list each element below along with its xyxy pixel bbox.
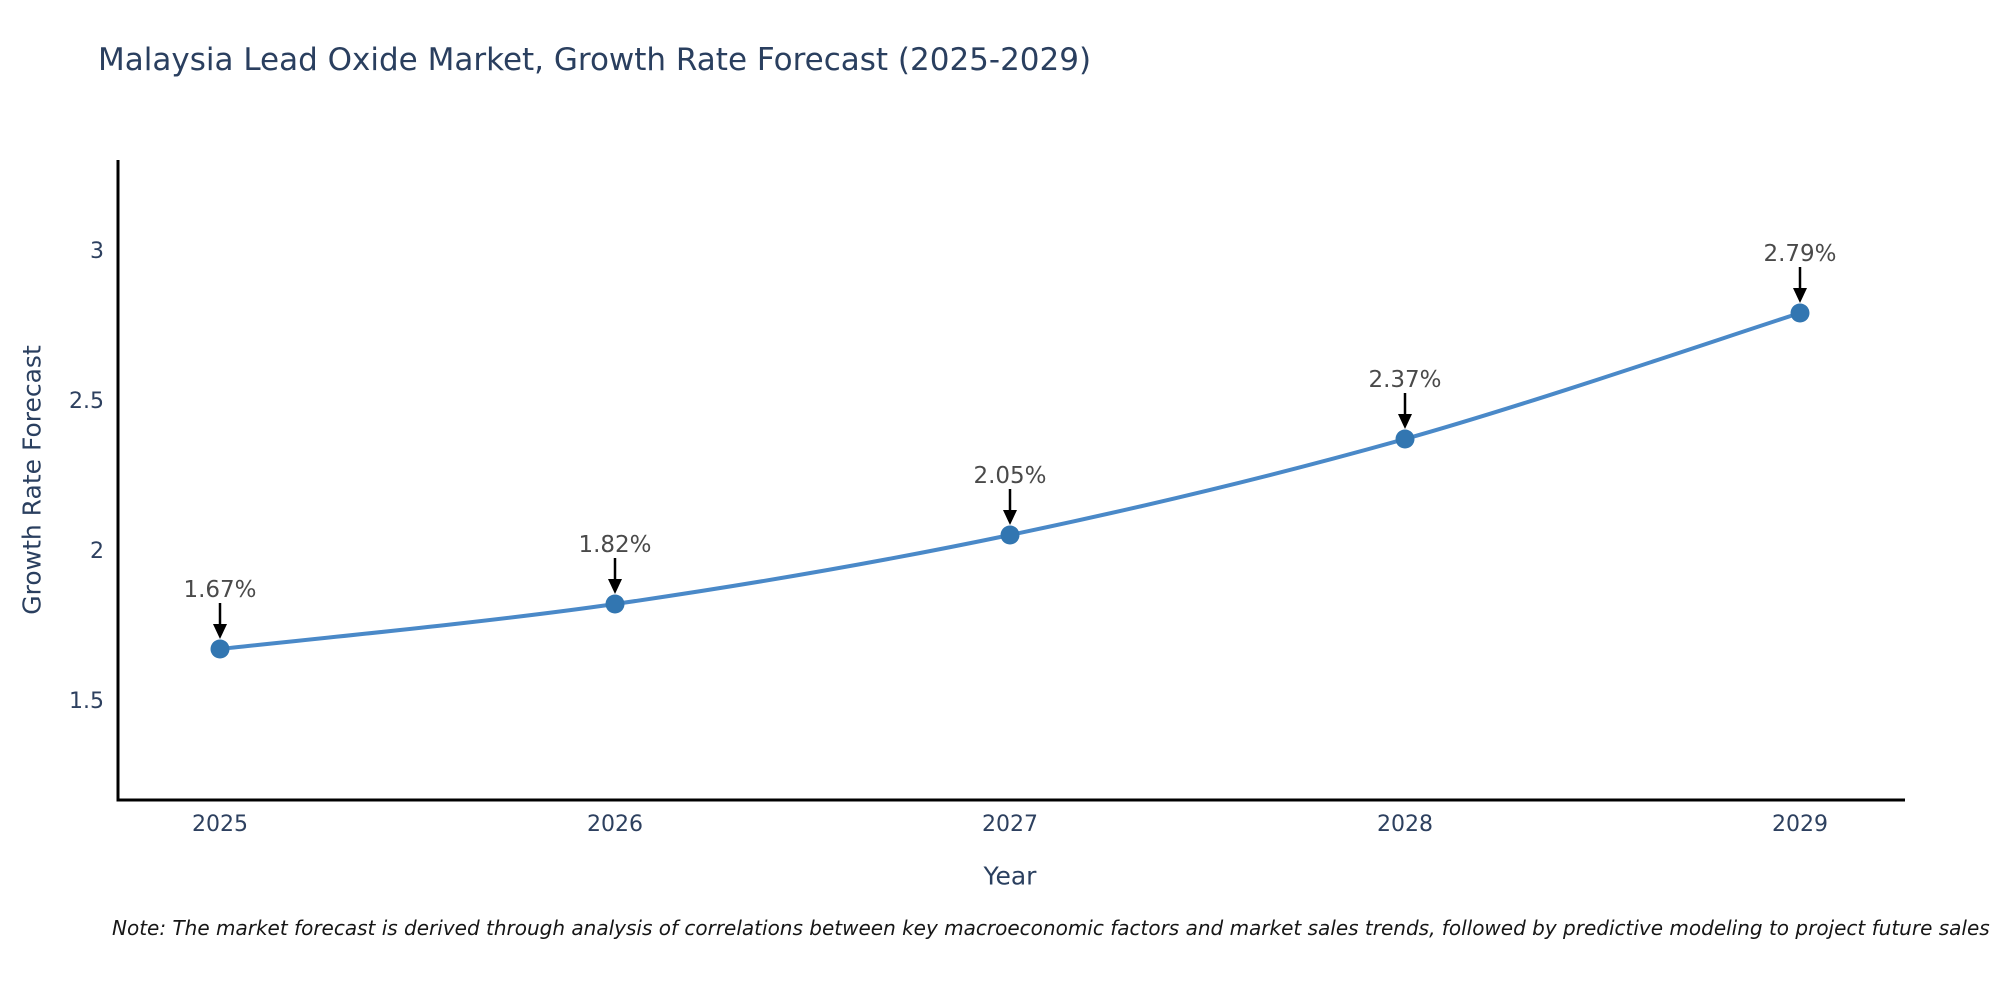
annotation-arrow-head [608,579,622,594]
point-annotation: 2.79% [1763,241,1836,267]
point-annotation: 1.82% [578,532,651,558]
annotation-arrow-head [1793,288,1807,303]
footnote: Note: The market forecast is derived thr… [112,916,1990,940]
point-annotation: 1.67% [183,577,256,603]
point-annotation: 2.37% [1368,367,1441,393]
x-tick-label: 2025 [192,812,248,837]
y-tick-label: 2.5 [69,389,104,414]
data-point [1000,525,1020,545]
point-annotation: 2.05% [973,463,1046,489]
x-tick-label: 2029 [1772,812,1828,837]
data-point [605,594,625,614]
annotation-arrow-head [1398,414,1412,429]
annotation-arrow-head [213,624,227,639]
data-point [210,639,230,659]
chart-title: Malaysia Lead Oxide Market, Growth Rate … [98,42,1092,78]
annotation-arrow-head [1003,510,1017,525]
x-axis-title: Year [983,861,1037,891]
y-tick-label: 1.5 [69,689,104,714]
y-tick-label: 2 [90,539,104,564]
x-tick-label: 2027 [982,812,1038,837]
x-tick-label: 2026 [587,812,643,837]
y-tick-label: 3 [90,239,104,264]
x-tick-label: 2028 [1377,812,1433,837]
data-point [1395,429,1415,449]
data-point [1790,303,1810,323]
